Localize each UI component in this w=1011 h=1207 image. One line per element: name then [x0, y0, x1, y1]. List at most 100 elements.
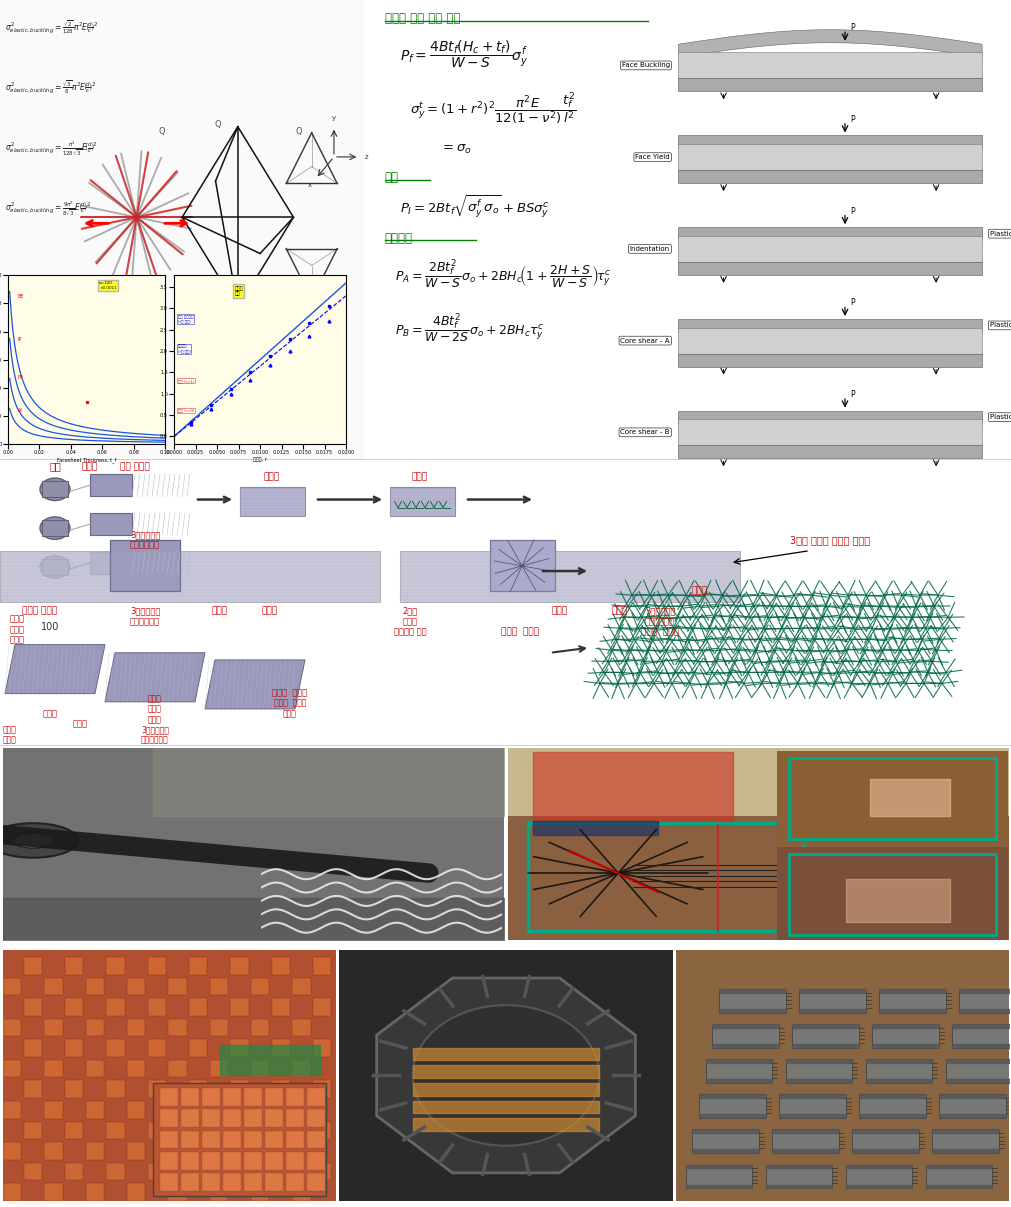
Bar [0, 0, 364, 459]
Bar [718, 989, 785, 1013]
Text: 선상체  선상체: 선상체 선상체 [500, 628, 539, 636]
Bar [160, 1109, 178, 1127]
Bar [86, 1019, 104, 1037]
Bar [312, 1162, 331, 1180]
Bar [879, 989, 944, 1013]
Bar [306, 1109, 325, 1127]
Bar [106, 998, 124, 1015]
Bar [712, 1024, 778, 1048]
Bar [231, 1121, 249, 1139]
Bar [931, 1130, 998, 1153]
Text: 선상체: 선상체 [692, 587, 708, 595]
Bar [285, 1131, 303, 1148]
Bar [106, 1080, 124, 1098]
Text: P: P [849, 298, 854, 308]
Bar [3, 1183, 21, 1201]
Text: 선상체: 선상체 [264, 472, 280, 482]
Bar [677, 354, 981, 367]
Text: 3차원트러스
구조물적조기: 3차원트러스 구조물적조기 [141, 725, 169, 745]
Bar [65, 957, 83, 974]
Bar [705, 1059, 771, 1083]
Bar [189, 1080, 207, 1098]
Bar [312, 998, 331, 1015]
Text: 2차원
카고메
트러스면 상체: 2차원 카고메 트러스면 상체 [393, 607, 426, 636]
Bar [231, 1080, 249, 1098]
Bar [209, 1060, 227, 1078]
Text: z: z [365, 154, 368, 159]
Bar [23, 957, 42, 974]
Text: Face Yield: Face Yield [635, 154, 669, 161]
Text: 연판의 항복 또는 좌굴: 연판의 항복 또는 좌굴 [384, 12, 459, 25]
Ellipse shape [40, 478, 70, 501]
Text: 나선 성형기: 나선 성형기 [120, 462, 150, 471]
Bar [189, 1162, 207, 1180]
Bar [292, 1019, 310, 1037]
Bar [285, 1109, 303, 1127]
Bar [958, 989, 1011, 1013]
Bar [677, 410, 981, 424]
Bar [251, 1019, 269, 1037]
Bar [44, 1101, 63, 1119]
Bar [271, 957, 290, 974]
Text: 선상체: 선상체 [411, 472, 428, 482]
Text: IP: IP [17, 338, 22, 343]
Bar [292, 1142, 310, 1160]
Text: $\sigma_y^t = (1+r^2)^2\dfrac{\pi^2 E}{12(1-\nu^2)}\dfrac{t_f^2}{l^2}$: $\sigma_y^t = (1+r^2)^2\dfrac{\pi^2 E}{1… [409, 91, 575, 127]
Bar [127, 1142, 146, 1160]
Bar [189, 1121, 207, 1139]
Bar [23, 1080, 42, 1098]
Bar [851, 1130, 918, 1153]
Bar [106, 957, 124, 974]
Text: 선상체 선상체: 선상체 선상체 [22, 607, 58, 616]
Bar [168, 1101, 186, 1119]
Bar [306, 1173, 325, 1191]
Bar [271, 1039, 290, 1057]
Bar [65, 1039, 83, 1057]
Bar [285, 1173, 303, 1191]
Bar [65, 998, 83, 1015]
Bar [677, 135, 981, 148]
Bar [3, 978, 21, 995]
Bar [189, 998, 207, 1015]
Circle shape [0, 823, 78, 858]
Bar [251, 1060, 269, 1078]
Text: $P_f = \dfrac{4Bt_f(H_c+t_f)}{W-S}\sigma_y^f$: $P_f = \dfrac{4Bt_f(H_c+t_f)}{W-S}\sigma… [399, 39, 528, 70]
Bar [864, 1059, 931, 1083]
Bar [222, 1131, 241, 1148]
Bar [42, 559, 68, 575]
Text: 선상체
선상체
선상체: 선상체 선상체 선상체 [10, 614, 25, 645]
Bar [222, 1109, 241, 1127]
Text: P: P [849, 206, 854, 216]
Text: x: x [308, 182, 312, 188]
Text: 3차원트러스
구조물적조기: 3차원트러스 구조물적조기 [644, 607, 674, 626]
Polygon shape [376, 978, 635, 1173]
Bar [44, 1019, 63, 1037]
Bar [42, 520, 68, 536]
Text: 3차원트러스
구조물적조기: 3차원트러스 구조물적조기 [129, 530, 160, 549]
Ellipse shape [40, 555, 70, 578]
Text: 선상체: 선상체 [211, 607, 227, 616]
Bar [127, 1060, 146, 1078]
Text: 선상체: 선상체 [551, 607, 567, 616]
Bar [271, 1080, 290, 1098]
Text: BE: BE [17, 293, 24, 299]
Bar [127, 1183, 146, 1201]
Bar [0, 550, 379, 601]
Bar [312, 957, 331, 974]
Bar [677, 78, 981, 92]
Bar [944, 1059, 1011, 1083]
Bar [240, 488, 304, 515]
Polygon shape [205, 660, 304, 709]
Bar [685, 1165, 751, 1189]
Bar [788, 855, 996, 934]
Text: 선상체: 선상체 [73, 719, 87, 728]
Bar [209, 1019, 227, 1037]
Bar [209, 1142, 227, 1160]
Text: Core shear - A: Core shear - A [620, 338, 669, 344]
Text: Indentation: Indentation [629, 246, 669, 252]
Bar [160, 1151, 178, 1170]
Circle shape [13, 833, 54, 849]
Bar [3, 1019, 21, 1037]
Bar [209, 978, 227, 995]
Bar [251, 1183, 269, 1201]
